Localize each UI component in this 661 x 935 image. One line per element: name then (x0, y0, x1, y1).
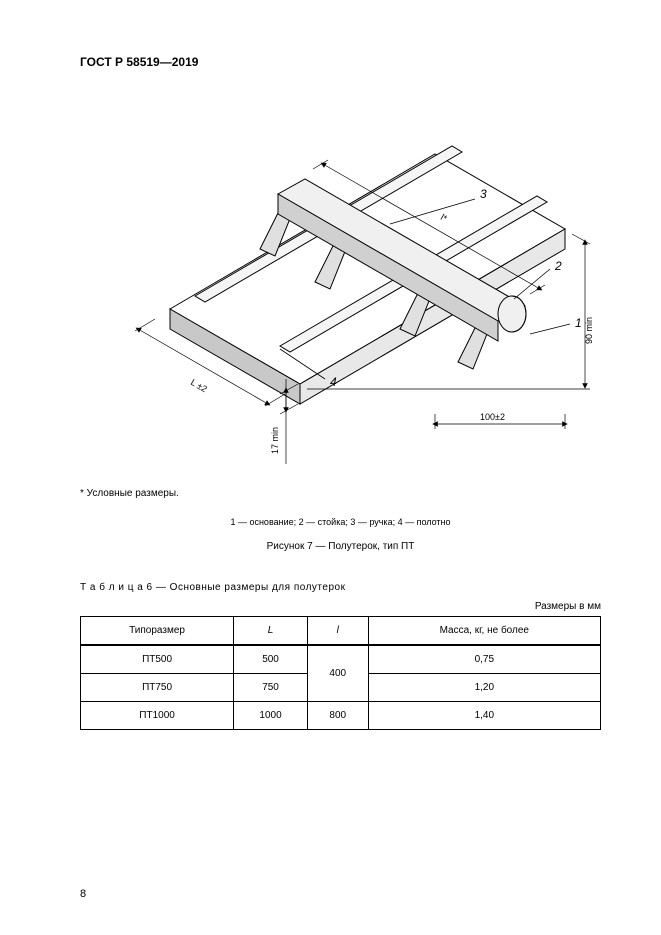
tool-diagram: 3 2 1 4 L ±2 l* 1 (80, 84, 600, 484)
figure-drawing: 3 2 1 4 L ±2 l* 1 (80, 84, 601, 484)
col-l: l (307, 617, 368, 646)
table-row: ПТ500 500 400 0,75 (81, 645, 601, 674)
dim-width: 100±2 (480, 412, 505, 422)
figure-caption: Рисунок 7 — Полутерок, тип ПТ (80, 541, 601, 552)
callout-4: 4 (330, 375, 337, 389)
table-title: Т а б л и ц а 6 — Основные размеры для п… (80, 582, 601, 593)
callout-3: 3 (480, 187, 487, 201)
dim-L: L ±2 (189, 377, 209, 394)
table-row: ПТ1000 1000 800 1,40 (81, 702, 601, 730)
table-units: Размеры в мм (80, 601, 601, 612)
dim-height: 17 min (270, 427, 280, 454)
callout-1: 1 (575, 316, 582, 330)
table-header-row: Типоразмер L l Масса, кг, не более (81, 617, 601, 646)
dimensions-table: Типоразмер L l Масса, кг, не более ПТ500… (80, 616, 601, 730)
callout-2: 2 (554, 259, 562, 273)
page-number: 8 (80, 888, 86, 900)
figure-legend: 1 — основание; 2 — стойка; 3 — ручка; 4 … (80, 517, 601, 527)
dim-depth: 90 min (584, 317, 594, 344)
col-mass: Масса, кг, не более (368, 617, 600, 646)
col-type: Типоразмер (81, 617, 234, 646)
footnote: * Условные размеры. (80, 488, 601, 499)
col-L: L (234, 617, 308, 646)
doc-header: ГОСТ Р 58519—2019 (80, 55, 601, 69)
